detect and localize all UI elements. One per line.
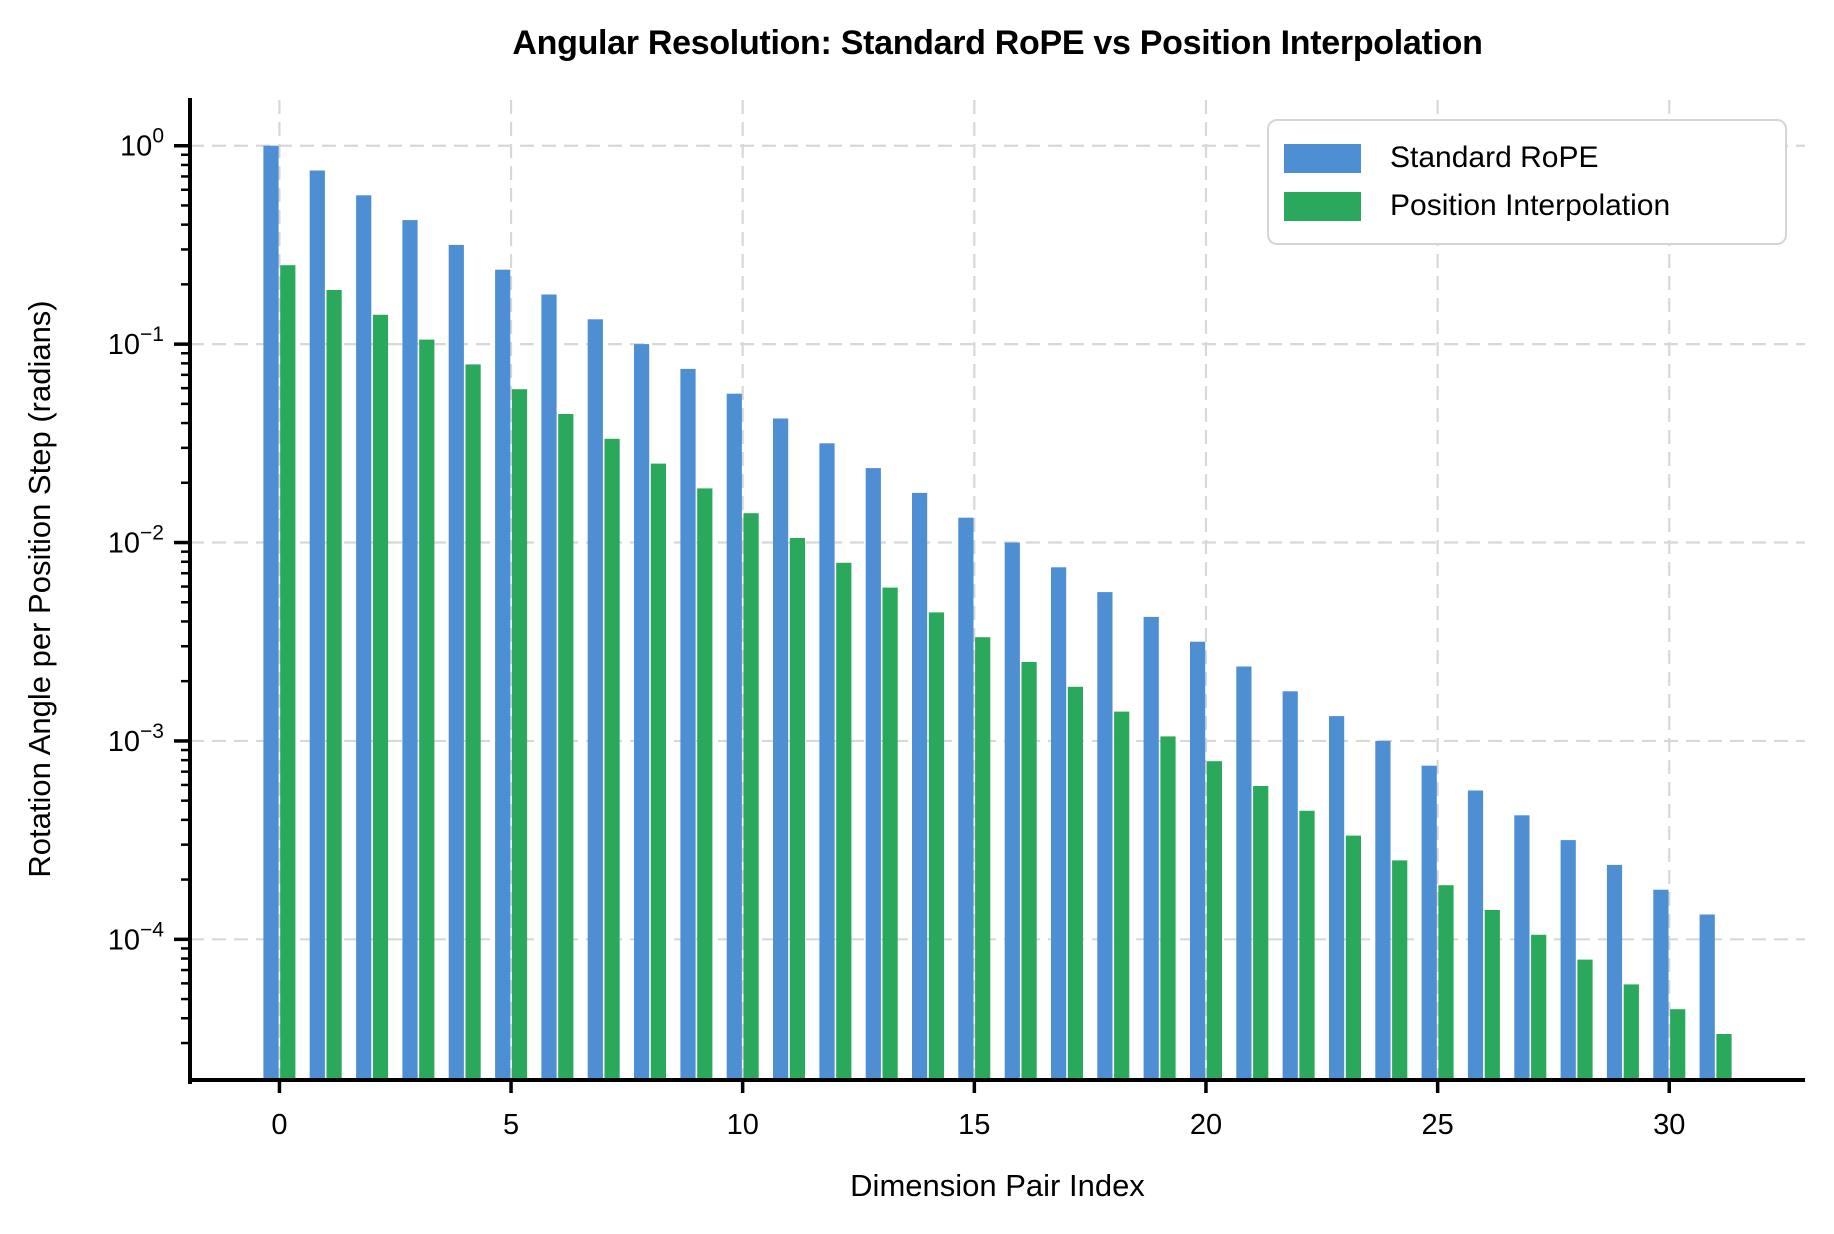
legend: Standard RoPE Position Interpolation bbox=[1267, 119, 1787, 245]
bar bbox=[1051, 567, 1067, 1078]
y-axis-minor-ticks bbox=[181, 153, 188, 1045]
bar bbox=[1253, 786, 1269, 1078]
y-axis-spine bbox=[188, 98, 192, 1084]
bar bbox=[1531, 934, 1547, 1078]
bar bbox=[1577, 959, 1593, 1078]
bar bbox=[1606, 864, 1623, 1078]
bar bbox=[511, 389, 528, 1078]
bar bbox=[726, 393, 742, 1078]
bar bbox=[1004, 542, 1020, 1078]
x-tick-label: 25 bbox=[1421, 1109, 1453, 1141]
legend-label-position-interpolation: Position Interpolation bbox=[1390, 189, 1671, 222]
bar bbox=[1484, 910, 1500, 1078]
bar bbox=[402, 220, 418, 1079]
bar bbox=[280, 265, 296, 1078]
x-axis-ticks: 0 5 10 15 20 25 30 bbox=[271, 1082, 1685, 1141]
bar bbox=[1282, 691, 1298, 1078]
y-tick-label: 10−2 bbox=[108, 522, 164, 560]
bar bbox=[356, 195, 372, 1079]
x-tick-label: 15 bbox=[958, 1109, 990, 1141]
bar bbox=[587, 319, 603, 1078]
bar bbox=[263, 145, 279, 1078]
bar bbox=[836, 562, 852, 1078]
y-tick-label: 10−4 bbox=[108, 918, 165, 956]
bars-position-interpolation bbox=[280, 265, 1732, 1079]
bar bbox=[1716, 1034, 1732, 1078]
bar bbox=[1143, 616, 1159, 1078]
x-tick-label: 0 bbox=[271, 1109, 287, 1141]
bar bbox=[465, 364, 481, 1078]
bar bbox=[1514, 815, 1530, 1078]
bar bbox=[604, 438, 620, 1078]
bar bbox=[865, 468, 881, 1079]
bar bbox=[419, 339, 435, 1079]
bar bbox=[1236, 666, 1252, 1078]
bar bbox=[789, 538, 805, 1078]
bar bbox=[1021, 662, 1037, 1078]
bar bbox=[1392, 860, 1408, 1078]
bar bbox=[1467, 790, 1484, 1078]
legend-item-standard-rope: Standard RoPE bbox=[1284, 134, 1785, 182]
x-tick-label: 5 bbox=[503, 1109, 519, 1141]
bar bbox=[541, 294, 557, 1078]
legend-label-standard-rope: Standard RoPE bbox=[1390, 141, 1599, 174]
bar bbox=[1623, 984, 1639, 1078]
y-axis-ticks: 100 10−1 10−2 10−3 10−4 bbox=[108, 125, 188, 956]
y-tick-label: 10−1 bbox=[108, 323, 164, 361]
bar bbox=[326, 290, 342, 1078]
bar bbox=[1670, 1009, 1686, 1078]
bar bbox=[1299, 810, 1315, 1078]
bar bbox=[1560, 840, 1576, 1078]
bar bbox=[1114, 711, 1130, 1078]
legend-swatch-standard-rope bbox=[1284, 143, 1361, 173]
legend-item-position-interpolation: Position Interpolation bbox=[1284, 182, 1785, 230]
bars-standard-rope bbox=[263, 145, 1715, 1079]
bar bbox=[912, 492, 928, 1078]
bar bbox=[372, 314, 389, 1078]
bar bbox=[697, 488, 713, 1078]
bar bbox=[882, 587, 898, 1078]
bar bbox=[928, 612, 944, 1078]
bar bbox=[1345, 835, 1361, 1078]
bar bbox=[1699, 914, 1715, 1078]
bar bbox=[680, 368, 696, 1078]
bar bbox=[819, 443, 835, 1078]
bar bbox=[1160, 736, 1176, 1078]
x-tick-label: 10 bbox=[727, 1109, 759, 1141]
bar bbox=[773, 418, 789, 1078]
y-tick-label: 10−3 bbox=[108, 720, 164, 758]
x-tick-label: 30 bbox=[1653, 1109, 1685, 1141]
bar bbox=[975, 637, 991, 1078]
bar bbox=[634, 344, 650, 1079]
bar bbox=[1653, 889, 1669, 1078]
legend-swatch-position-interpolation bbox=[1284, 191, 1361, 221]
bar bbox=[958, 517, 974, 1078]
y-tick-label: 100 bbox=[120, 125, 164, 163]
bar bbox=[1421, 765, 1437, 1078]
bar bbox=[558, 414, 574, 1078]
x-axis-label: Dimension Pair Index bbox=[850, 1168, 1145, 1203]
bar bbox=[495, 269, 511, 1078]
bar bbox=[1097, 592, 1113, 1078]
bar bbox=[1438, 885, 1454, 1078]
bar bbox=[448, 244, 464, 1078]
bar bbox=[1206, 761, 1222, 1078]
bar bbox=[1190, 641, 1206, 1078]
bar bbox=[743, 513, 759, 1078]
bar bbox=[1067, 686, 1083, 1078]
chart-title: Angular Resolution: Standard RoPE vs Pos… bbox=[512, 24, 1483, 62]
bar bbox=[309, 170, 325, 1078]
bar bbox=[650, 463, 666, 1079]
bar bbox=[1375, 740, 1391, 1078]
bar bbox=[1329, 716, 1345, 1078]
x-tick-label: 20 bbox=[1190, 1109, 1222, 1141]
x-axis-spine bbox=[188, 1078, 1805, 1082]
